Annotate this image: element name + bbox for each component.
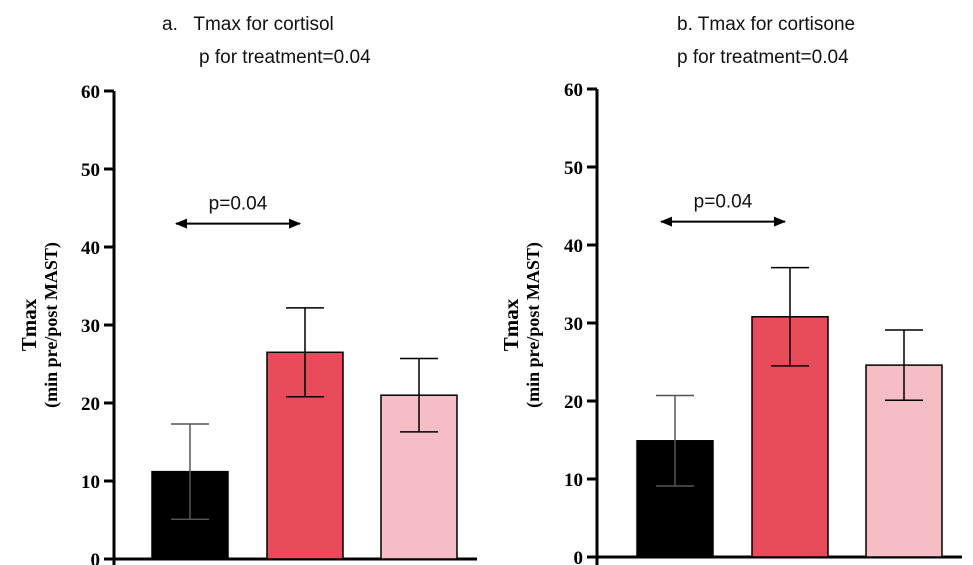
panel-a-ylabel-sub: (min pre/post MAST) — [41, 242, 62, 408]
panel-b-y-tick-label: 40 — [564, 236, 583, 257]
panel-b-ylabel-sub: (min pre/post MAST) — [523, 242, 544, 408]
panel-a-subtitle: p for treatment=0.04 — [199, 47, 371, 68]
panel-a-title: a. Tmax for cortisol — [162, 14, 334, 35]
panel-a-plot: 0 10 20 30 40 50 60 p=0.04 — [81, 82, 477, 565]
panel-a-p-value-label: p=0.04 — [209, 194, 268, 215]
panel-a-y-tick-label: 0 — [91, 550, 101, 565]
panel-b-y-tick-label: 50 — [564, 158, 583, 179]
panel-b: b. Tmax for cortisone p for treatment=0.… — [499, 14, 962, 565]
panel-b-y-tick-label: 10 — [564, 470, 583, 491]
panel-a: a. Tmax for cortisol p for treatment=0.0… — [17, 14, 477, 565]
panel-b-p-value-label: p=0.04 — [694, 192, 753, 213]
panel-b-ylabel-main: Tmax — [499, 298, 523, 351]
panel-a-y-tick-label: 60 — [81, 82, 100, 103]
panel-b-y-tick-label: 30 — [564, 314, 583, 335]
panel-b-ylabel: Tmax (min pre/post MAST) — [499, 242, 544, 408]
panel-b-subtitle: p for treatment=0.04 — [677, 47, 849, 68]
panel-a-y-tick-label: 50 — [81, 160, 100, 181]
panel-a-y-tick-label: 20 — [81, 394, 100, 415]
panel-b-y-tick-label: 60 — [564, 80, 583, 101]
panel-b-y-tick-label: 20 — [564, 392, 583, 413]
panel-a-y-tick-label: 10 — [81, 472, 100, 493]
panel-b-title: b. Tmax for cortisone — [677, 14, 855, 35]
panel-a-y-tick-label: 30 — [81, 316, 100, 337]
panel-a-y-tick-label: 40 — [81, 238, 100, 259]
panel-b-y-tick-label: 0 — [574, 548, 584, 565]
panel-a-ylabel-main: Tmax — [17, 298, 41, 351]
panel-b-plot: 0 10 20 30 40 50 60 p=0.04 — [564, 80, 962, 565]
panel-a-ylabel: Tmax (min pre/post MAST) — [17, 242, 62, 408]
